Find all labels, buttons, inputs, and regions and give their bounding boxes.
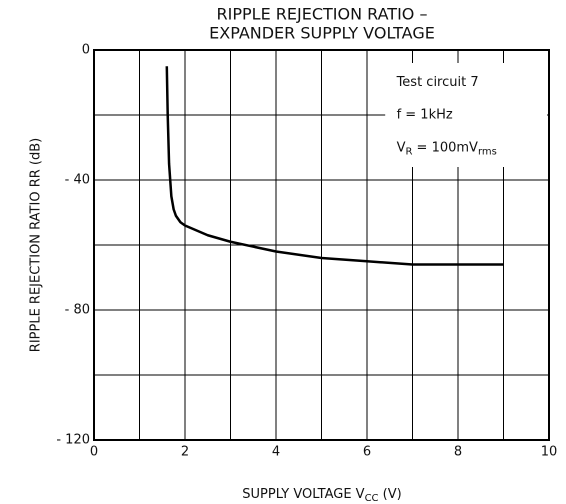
annotation-part: V [397, 140, 406, 155]
x-tick-label: 0 [90, 445, 98, 460]
annotation-part: = 100mV [412, 140, 478, 155]
x-axis-label: SUPPLY VOLTAGE VCC (V) [242, 487, 401, 504]
data-line [165, 66, 504, 266]
annotation-sub: rms [478, 147, 497, 158]
annotation: f = 1kHz [397, 108, 453, 123]
annotation: VR = 100mVrms [397, 140, 497, 158]
y-tick-label: 0 [82, 43, 90, 58]
annotation: Test circuit 7 [396, 75, 479, 90]
plot-frame [93, 49, 550, 441]
chart-title: RIPPLE REJECTION RATIO – [217, 5, 428, 24]
annotation-sub: R [405, 147, 412, 158]
x-tick-label: 6 [363, 445, 371, 460]
y-tick-label: - 40 [65, 173, 90, 188]
chart-title: EXPANDER SUPPLY VOLTAGE [209, 24, 435, 43]
y-tick-label: - 80 [65, 303, 90, 318]
x-axis-label-part: (V) [379, 487, 402, 502]
y-axis-label: RIPPLE REJECTION RATIO RR (dB) [29, 138, 44, 352]
y-tick-label: - 120 [56, 433, 90, 448]
x-tick-label: 4 [272, 445, 280, 460]
annotation-background [385, 63, 547, 167]
x-axis-label-sub: CC [365, 493, 379, 504]
x-tick-label: 2 [181, 445, 189, 460]
x-axis-label-part: SUPPLY VOLTAGE V [242, 487, 364, 502]
x-tick-label: 8 [454, 445, 462, 460]
x-tick-label: 10 [541, 445, 558, 460]
